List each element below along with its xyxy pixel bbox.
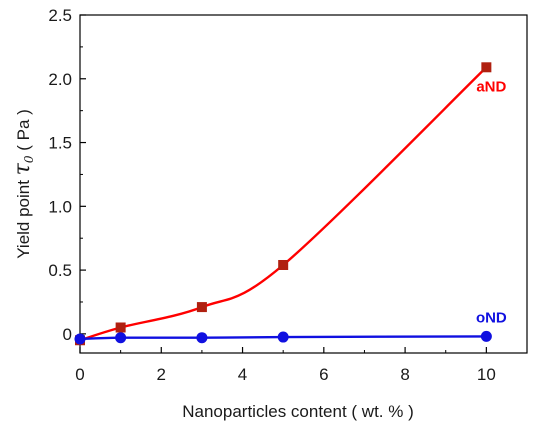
data-point-and xyxy=(481,62,492,73)
data-point-ond xyxy=(115,332,127,344)
svg-text:Yield point τ0 ( Pa ): Yield point τ0 ( Pa ) xyxy=(10,109,36,259)
data-point-and xyxy=(278,259,289,270)
y-axis-title-prefix: Yield point xyxy=(14,175,33,258)
series-layer: aND oND xyxy=(74,62,507,346)
data-point-and xyxy=(115,322,126,333)
plot-area xyxy=(79,14,528,354)
series-label-ond: oND xyxy=(476,309,507,326)
series-label-and: aND xyxy=(476,78,506,95)
x-tick-label: 0 xyxy=(75,365,84,384)
y-axis-title-suffix: ( Pa ) xyxy=(14,109,33,155)
x-tick-label: 10 xyxy=(477,365,496,384)
y-tick-label: 0 xyxy=(63,325,72,344)
y-axis-title: Yield point τ0 ( Pa ) xyxy=(10,109,36,259)
series-line-and xyxy=(79,66,488,342)
y-tick-label: 0.5 xyxy=(48,261,72,280)
y-tick-label: 2.0 xyxy=(48,70,72,89)
x-tick-label: 6 xyxy=(319,365,328,384)
y-tick-label: 2.5 xyxy=(48,6,72,25)
y-tick-label: 1.5 xyxy=(48,134,72,153)
plot-frame xyxy=(79,14,528,354)
x-tick-label: 2 xyxy=(157,365,166,384)
data-point-ond xyxy=(277,331,289,343)
y-axis-title-subscript: 0 xyxy=(22,155,36,163)
data-point-ond xyxy=(74,333,86,345)
data-point-ond xyxy=(196,332,208,344)
y-tick-label: 1.0 xyxy=(48,197,72,216)
y-axis-title-symbol: τ xyxy=(10,162,35,175)
x-axis-title: Nanoparticles content ( wt. % ) xyxy=(182,402,413,421)
x-tick-label: 8 xyxy=(400,365,409,384)
y-axis-ticks: 0 0.5 1.0 1.5 2.0 2.5 xyxy=(48,6,86,344)
data-point-ond xyxy=(480,330,492,342)
x-axis-ticks: 0 2 4 6 8 10 xyxy=(75,347,496,384)
data-point-and xyxy=(196,302,207,313)
x-tick-label: 4 xyxy=(238,365,247,384)
